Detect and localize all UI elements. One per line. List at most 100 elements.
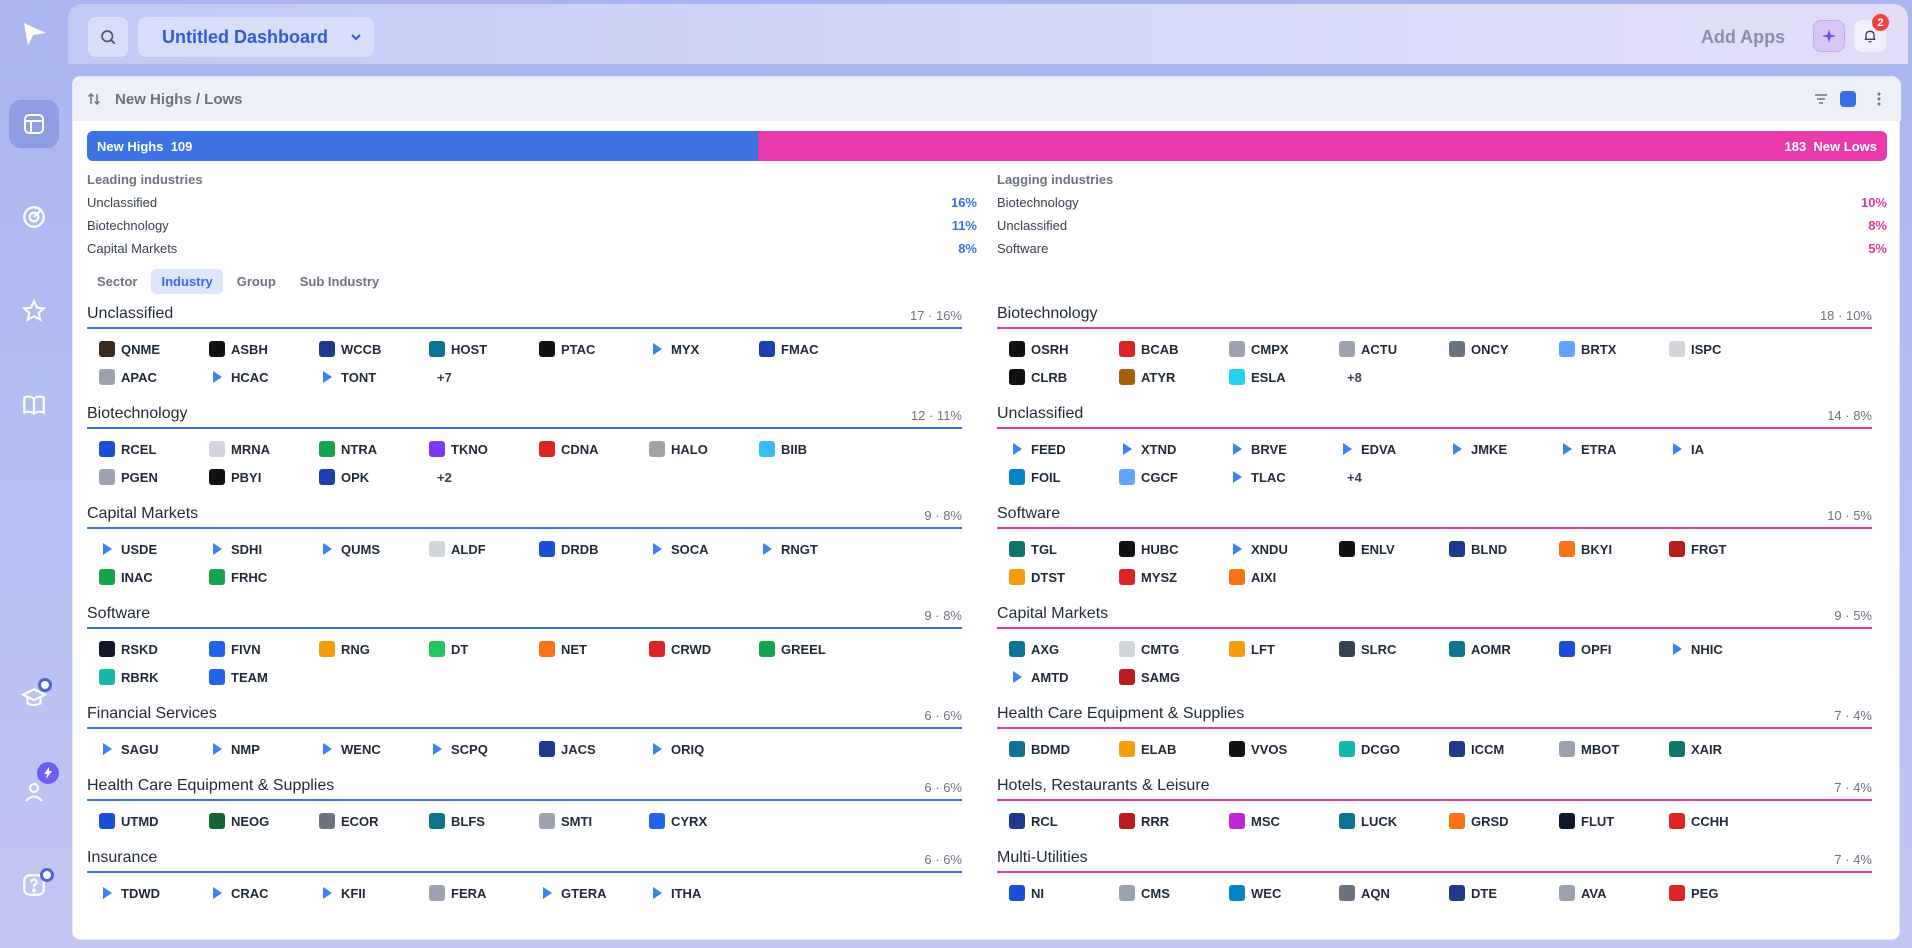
ticker-item[interactable]: ISPC <box>1669 335 1779 363</box>
ticker-item[interactable]: FEED <box>1009 435 1119 463</box>
ticker-item[interactable]: BKYI <box>1559 535 1669 563</box>
group-name[interactable]: Multi-Utilities <box>997 849 1088 866</box>
ticker-item[interactable]: AOMR <box>1449 635 1559 663</box>
ticker-item[interactable]: FIVN <box>209 635 319 663</box>
ticker-item[interactable]: ICCM <box>1449 735 1559 763</box>
more-tickers-link[interactable]: +2 <box>437 469 452 485</box>
ticker-item[interactable]: AQN <box>1339 879 1449 907</box>
ticker-item[interactable]: KFII <box>319 879 429 907</box>
ticker-item[interactable]: CRAC <box>209 879 319 907</box>
ticker-item[interactable]: CCHH <box>1669 807 1779 835</box>
ticker-item[interactable]: XNDU <box>1229 535 1339 563</box>
ticker-item[interactable]: LFT <box>1229 635 1339 663</box>
ticker-item[interactable]: DTE <box>1449 879 1559 907</box>
ticker-item[interactable]: NTRA <box>319 435 429 463</box>
ticker-item[interactable]: TGL <box>1009 535 1119 563</box>
ticker-item[interactable]: CMPX <box>1229 335 1339 363</box>
group-name[interactable]: Software <box>997 505 1061 522</box>
ticker-item[interactable]: MSC <box>1229 807 1339 835</box>
ticker-item[interactable]: DTST <box>1009 563 1119 591</box>
ticker-item[interactable]: WENC <box>319 735 429 763</box>
ticker-item[interactable]: NI <box>1009 879 1119 907</box>
ticker-item[interactable]: DCGO <box>1339 735 1449 763</box>
ticker-item[interactable]: FOIL <box>1009 463 1119 491</box>
ticker-item[interactable]: BIIB <box>759 435 869 463</box>
ticker-item[interactable]: AXG <box>1009 635 1119 663</box>
logo-icon[interactable] <box>9 10 59 58</box>
ticker-item[interactable]: GTERA <box>539 879 649 907</box>
ticker-item[interactable]: PTAC <box>539 335 649 363</box>
ticker-item[interactable]: BRTX <box>1559 335 1669 363</box>
group-name[interactable]: Unclassified <box>997 405 1084 422</box>
more-tickers-link[interactable]: +8 <box>1347 369 1362 385</box>
more-tickers-link[interactable]: +4 <box>1347 469 1362 485</box>
help-icon[interactable] <box>9 861 59 909</box>
ticker-item[interactable]: ALDF <box>429 535 539 563</box>
ticker-item[interactable]: MRNA <box>209 435 319 463</box>
ticker-item[interactable]: RRR <box>1119 807 1229 835</box>
ticker-item[interactable]: SMTI <box>539 807 649 835</box>
ticker-item[interactable]: TEAM <box>209 663 319 691</box>
tab-sub-industry[interactable]: Sub Industry <box>299 274 380 289</box>
group-name[interactable]: Health Care Equipment & Supplies <box>87 777 335 794</box>
ticker-item[interactable]: HALO <box>649 435 759 463</box>
ticker-item[interactable]: TONT <box>319 363 429 391</box>
ticker-item[interactable]: ASBH <box>209 335 319 363</box>
ticker-item[interactable]: NET <box>539 635 649 663</box>
ticker-item[interactable]: JMKE <box>1449 435 1559 463</box>
ticker-item[interactable]: HUBC <box>1119 535 1229 563</box>
search-button[interactable] <box>88 17 128 57</box>
ticker-item[interactable]: ELAB <box>1119 735 1229 763</box>
user-icon[interactable] <box>9 768 59 816</box>
ticker-item[interactable]: VVOS <box>1229 735 1339 763</box>
ticker-item[interactable]: FRHC <box>209 563 319 591</box>
dashboard-selector[interactable]: Untitled Dashboard <box>138 17 374 57</box>
ticker-item[interactable]: FLUT <box>1559 807 1669 835</box>
ticker-item[interactable]: RBRK <box>99 663 209 691</box>
ticker-item[interactable]: BLFS <box>429 807 539 835</box>
ticker-item[interactable]: MYSZ <box>1119 563 1229 591</box>
tab-sector[interactable]: Sector <box>97 274 138 289</box>
ticker-item[interactable]: RSKD <box>99 635 209 663</box>
ticker-item[interactable]: RCL <box>1009 807 1119 835</box>
ticker-item[interactable]: CMS <box>1119 879 1229 907</box>
ticker-item[interactable]: QNME <box>99 335 209 363</box>
ticker-item[interactable]: ORIQ <box>649 735 759 763</box>
ticker-item[interactable]: ACTU <box>1339 335 1449 363</box>
ticker-item[interactable]: ETRA <box>1559 435 1669 463</box>
ticker-item[interactable]: XTND <box>1119 435 1229 463</box>
ticker-item[interactable]: CYRX <box>649 807 759 835</box>
color-swatch-button[interactable] <box>1840 91 1856 107</box>
ticker-item[interactable]: RNGT <box>759 535 869 563</box>
ticker-item[interactable]: CMTG <box>1119 635 1229 663</box>
ticker-item[interactable]: EDVA <box>1339 435 1449 463</box>
sort-icon[interactable] <box>87 92 101 106</box>
ticker-item[interactable]: AMTD <box>1009 663 1119 691</box>
group-name[interactable]: Hotels, Restaurants & Leisure <box>997 777 1210 794</box>
ticker-item[interactable]: TLAC <box>1229 463 1339 491</box>
group-name[interactable]: Capital Markets <box>87 505 199 522</box>
ticker-item[interactable]: OSRH <box>1009 335 1119 363</box>
more-tickers-link[interactable]: +7 <box>437 369 452 385</box>
group-name[interactable]: Biotechnology <box>87 405 188 422</box>
ticker-item[interactable]: ATYR <box>1119 363 1229 391</box>
ticker-item[interactable]: FMAC <box>759 335 869 363</box>
star-icon[interactable] <box>9 287 59 335</box>
ticker-item[interactable]: APAC <box>99 363 209 391</box>
ticker-item[interactable]: HOST <box>429 335 539 363</box>
ticker-item[interactable]: SCPQ <box>429 735 539 763</box>
ticker-item[interactable]: ECOR <box>319 807 429 835</box>
ticker-item[interactable]: GREEL <box>759 635 869 663</box>
ticker-item[interactable]: BLND <box>1449 535 1559 563</box>
ticker-item[interactable]: JACS <box>539 735 649 763</box>
ticker-item[interactable]: SAGU <box>99 735 209 763</box>
ai-sparkle-button[interactable] <box>1813 20 1845 52</box>
ticker-item[interactable]: CLRB <box>1009 363 1119 391</box>
dashboard-icon[interactable] <box>9 100 59 148</box>
ticker-item[interactable]: PEG <box>1669 879 1779 907</box>
ticker-item[interactable]: NEOG <box>209 807 319 835</box>
ticker-item[interactable]: CGCF <box>1119 463 1229 491</box>
ticker-item[interactable]: HCAC <box>209 363 319 391</box>
ticker-item[interactable]: FERA <box>429 879 539 907</box>
ticker-item[interactable]: PBYI <box>209 463 319 491</box>
